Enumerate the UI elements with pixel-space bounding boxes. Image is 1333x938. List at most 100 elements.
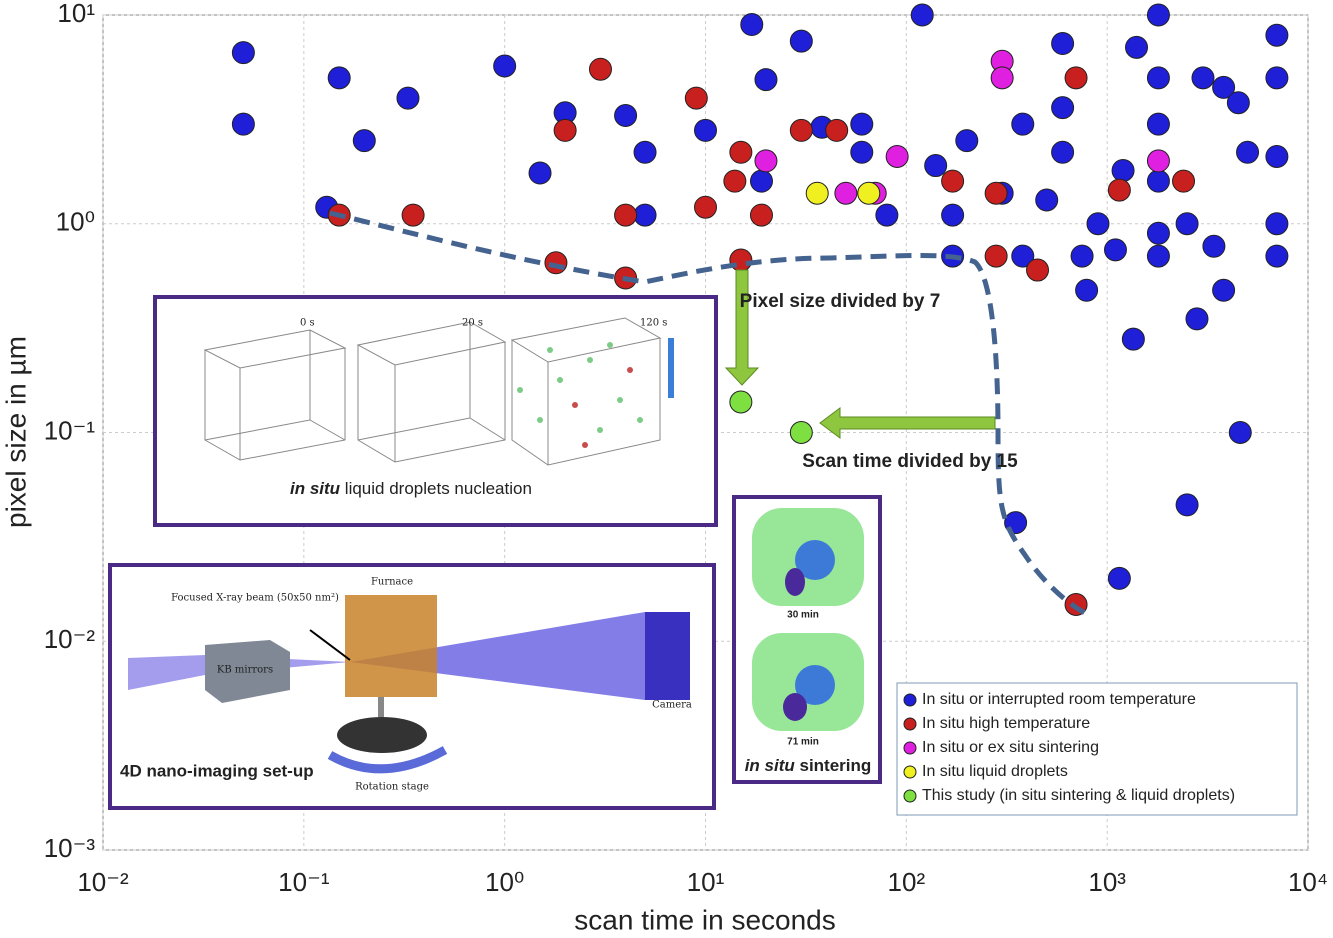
point [723, 169, 747, 193]
point [1111, 158, 1135, 182]
x-tick-label: 10¹ [687, 867, 725, 897]
point [955, 129, 979, 153]
point [984, 181, 1008, 205]
point [834, 181, 858, 205]
pointer [309, 629, 351, 661]
y-tick-label: 10⁻² [44, 624, 96, 654]
annotation: Scan time divided by 15 [802, 451, 1018, 472]
point [401, 203, 425, 227]
axes: 10⁻² 10⁻¹ 10⁰ 10¹ 10² 10³ 10⁴ 10⁻³ 10⁻² 10⁻¹ 10⁰ 10… [44, 0, 1328, 897]
point [1212, 75, 1236, 99]
point [352, 129, 376, 153]
point [1146, 66, 1170, 90]
inset-title-rest: sintering [800, 756, 872, 775]
rotation-arrow [327, 746, 448, 774]
stage-label: Rotation stage [355, 782, 429, 793]
y-tick-label: 10⁰ [56, 207, 95, 237]
point [749, 203, 773, 227]
beam-label: Focused X-ray beam (50x50 nm²) [171, 593, 339, 604]
time-label: 30 min [787, 610, 819, 621]
point [1146, 221, 1170, 245]
point [805, 181, 829, 205]
annotation-text: Pixel size divided by 7 [740, 291, 941, 312]
x-tick-label: 10⁻² [77, 867, 129, 897]
point [729, 390, 753, 414]
point [1175, 212, 1199, 236]
legend-label: This study (in situ sintering & liquid d… [922, 787, 1235, 804]
legend-marker [903, 765, 917, 779]
stage [337, 717, 427, 753]
y-tick-label: 10⁻¹ [44, 415, 96, 445]
point [1064, 66, 1088, 90]
point [1146, 244, 1170, 268]
point [1051, 96, 1075, 120]
point [1212, 278, 1236, 302]
furnace-label: Furnace [371, 577, 413, 588]
inset-title: in situ liquid droplets nucleation [290, 479, 532, 498]
x-tick-label: 10³ [1088, 867, 1126, 897]
time-label: 0 s [300, 318, 315, 329]
point [694, 195, 717, 219]
legend-marker [903, 717, 917, 731]
point [633, 203, 657, 227]
point [857, 181, 881, 205]
point [1103, 238, 1127, 262]
point [528, 161, 552, 185]
point [789, 421, 813, 444]
y-axis-label: pixel size in µm [0, 336, 31, 528]
particle-core [795, 540, 835, 580]
point [1035, 188, 1059, 212]
point [544, 251, 568, 275]
points [231, 3, 1289, 616]
x-axis-label: scan time in seconds [574, 904, 835, 935]
point [924, 154, 948, 178]
point [789, 118, 813, 142]
point [1202, 234, 1226, 258]
point [1107, 178, 1131, 202]
particle-part [785, 568, 805, 596]
point [1011, 244, 1035, 268]
point [1265, 66, 1289, 90]
inset-title: in situ sintering [745, 756, 872, 775]
furnace [345, 595, 437, 697]
point [875, 203, 899, 227]
point [910, 3, 934, 27]
point [1011, 112, 1035, 136]
camera-label: Camera [652, 700, 692, 711]
legend-frame [896, 682, 1298, 816]
point [1121, 327, 1145, 351]
legend-marker [903, 789, 917, 803]
inset-frame [153, 295, 718, 527]
time-label: 20 s [462, 318, 483, 329]
point [1107, 566, 1131, 590]
point [1051, 32, 1075, 56]
inset-nucleation: 0 s 20 s 120 s in situ liquid droplets n… [153, 295, 718, 527]
x-tick-label: 10⁴ [1288, 867, 1328, 897]
arrow-left [819, 407, 996, 439]
inset-setup: Focused X-ray beam (50x50 nm²) Furnace K… [108, 563, 716, 810]
point [1075, 278, 1099, 302]
point [1191, 66, 1215, 90]
point [1146, 112, 1170, 136]
point [1070, 244, 1094, 268]
point [694, 118, 717, 142]
grid [102, 14, 1309, 851]
point [1265, 144, 1289, 168]
point [941, 169, 965, 193]
cube [203, 329, 347, 461]
inset-title-rest: liquid droplets nucleation [345, 479, 532, 498]
point [1051, 140, 1075, 164]
point [231, 41, 255, 65]
x-tick-label: 10⁰ [485, 867, 524, 897]
point [754, 68, 778, 92]
point [789, 29, 813, 53]
point [396, 86, 420, 110]
point [850, 112, 874, 136]
mirrors [205, 640, 290, 703]
point [1265, 244, 1289, 268]
point [885, 144, 909, 168]
y-tick-label: 10¹ [57, 0, 95, 28]
point [553, 118, 577, 142]
point [493, 54, 517, 78]
point [1236, 140, 1260, 164]
